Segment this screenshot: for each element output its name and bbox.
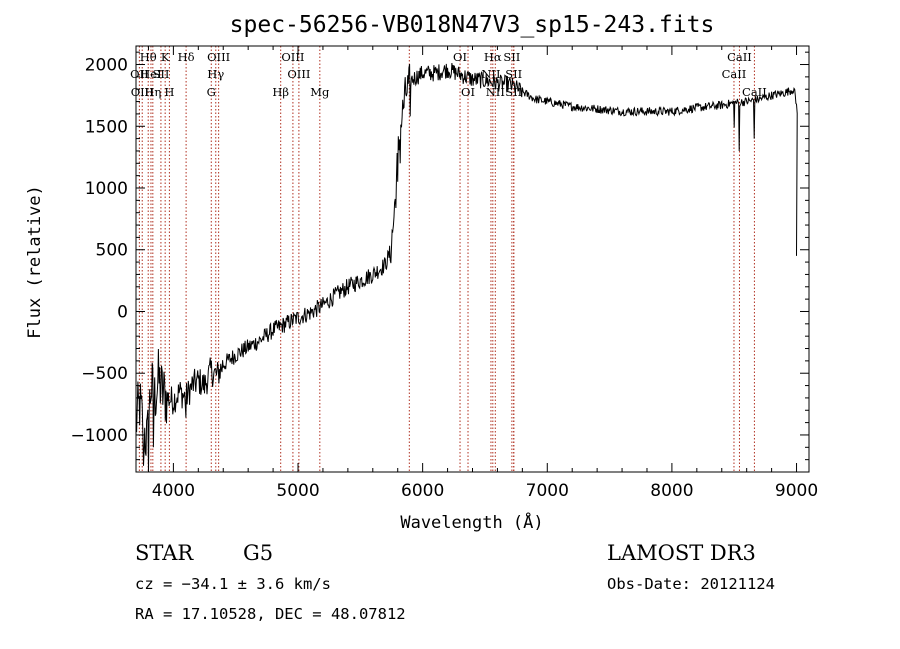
y-tick-label: 2000 <box>85 56 128 76</box>
line-marker-label: SII <box>152 67 169 81</box>
y-tick-label: 500 <box>96 241 128 261</box>
x-tick-label: 9000 <box>775 481 818 501</box>
line-marker-label: SII <box>503 50 520 64</box>
x-axis-label: Wavelength (Å) <box>400 511 543 533</box>
line-markers <box>138 46 755 472</box>
line-marker-label: Hη <box>144 85 161 99</box>
subclass: G5 <box>243 541 273 565</box>
line-marker-label: NII <box>481 67 500 81</box>
line-marker-label: Mg <box>310 85 330 99</box>
y-tick-label: 1000 <box>85 179 128 199</box>
x-tick-label: 6000 <box>401 481 444 501</box>
x-tick-label: 7000 <box>526 481 569 501</box>
axes: 4000 5000 6000 7000 8000 9000 −1000 −500 0 500 100… <box>70 46 818 501</box>
line-marker-label: OIII <box>281 50 304 64</box>
object-class: STAR <box>135 541 194 565</box>
x-tick-label: 4000 <box>152 481 195 501</box>
y-tick-label: 1500 <box>85 117 128 137</box>
chart-title: spec-56256-VB018N47V3_sp15-243.fits <box>230 12 715 38</box>
y-tick-label: −500 <box>81 364 128 384</box>
line-marker-label: HeI <box>140 67 161 81</box>
y-tick-label: −1000 <box>70 426 128 446</box>
y-tick-label: 0 <box>117 302 128 322</box>
line-marker-label: OI <box>461 85 475 99</box>
line-marker-label: OII <box>130 67 149 81</box>
line-marker-label: OIII <box>287 67 310 81</box>
line-marker-label: Hα <box>484 50 502 64</box>
x-tick-label: 8000 <box>650 481 693 501</box>
x-tick-label: 5000 <box>276 481 319 501</box>
line-marker-label: OI <box>453 50 467 64</box>
survey-label: LAMOST DR3 <box>607 541 756 565</box>
redshift-text: cz = −34.1 ± 3.6 km/s <box>135 575 331 593</box>
spectrum-line <box>135 62 798 473</box>
y-axis-label: Flux (relative) <box>25 185 45 339</box>
line-marker-label: G <box>207 85 216 99</box>
line-marker-label: NII <box>486 85 505 99</box>
line-marker-label: CaII <box>727 50 752 64</box>
line-marker-label: K <box>161 50 170 64</box>
line-marker-label: CaII <box>722 67 747 81</box>
line-marker-label: CaII <box>742 85 767 99</box>
line-marker-label: Hβ <box>272 85 289 99</box>
line-marker-label: SII <box>505 67 522 81</box>
line-marker-label: Hγ <box>207 67 224 81</box>
obs-date: Obs-Date: 20121124 <box>607 575 775 593</box>
line-marker-label: Hθ <box>140 50 157 64</box>
line-marker-label: H <box>164 85 174 99</box>
line-marker-label: Hδ <box>178 50 195 64</box>
line-marker-label: OIII <box>207 50 230 64</box>
coordinates: RA = 17.10528, DEC = 48.07812 <box>135 605 406 623</box>
plot-frame <box>135 45 810 473</box>
